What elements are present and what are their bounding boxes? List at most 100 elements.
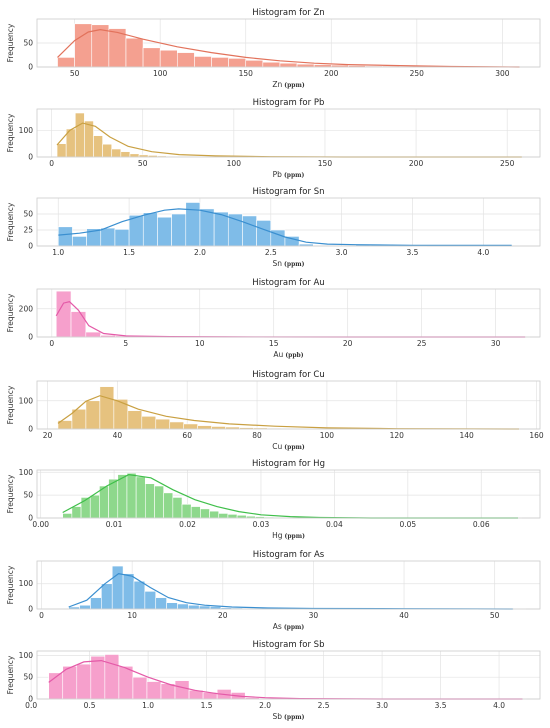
chart-2-title: Histogram for Sn (253, 187, 325, 197)
chart-3-x-tick-label: 25 (417, 339, 427, 348)
chart-7-bar (90, 655, 106, 700)
chart-2-bar (142, 212, 158, 247)
chart-7-x-tick-label: 1.0 (142, 701, 154, 710)
chart-1-bar (84, 120, 94, 158)
chart-5-bar (154, 485, 164, 519)
chart-5-bar (236, 514, 247, 519)
chart-3-x-axis-unit: (ppb) (285, 352, 303, 359)
chart-3-y-tick-label: 200 (19, 304, 34, 313)
chart-1-x-tick-label: 250 (500, 159, 515, 168)
chart-1-y-tick-label: 0 (28, 153, 33, 162)
chart-5-bar (135, 476, 146, 519)
chart-5-x-axis-name: Hg (272, 531, 283, 540)
chart-2-bar (256, 220, 272, 247)
chart-6-x-axis-label: As (ppm) (273, 622, 305, 631)
chart-3-bar (85, 331, 101, 338)
chart-6-bar (90, 597, 102, 610)
chart-2-y-tick-label: 25 (23, 226, 33, 235)
chart-4-bar (141, 415, 157, 430)
chart-1-y-axis-label: Frequency (6, 113, 15, 152)
chart-7-x-axis-name: Sb (273, 712, 283, 721)
chart-4-bar (183, 423, 198, 430)
chart-2-x-axis-label: Sn (ppm) (273, 259, 305, 268)
chart-3-x-tick-label: 30 (491, 339, 501, 348)
chart-6-kde-line (68, 572, 513, 610)
chart-1-panel: Histogram for Pb 0 50 100 150 200 250 0 100 Frequ… (6, 98, 541, 179)
chart-5-x-tick-label: 0.06 (473, 520, 490, 529)
chart-6-panel: Histogram for As 0 10 20 30 40 50 0 100 Frequency… (6, 550, 541, 631)
chart-2-x-axis-name: Sn (273, 259, 283, 268)
chart-3-x-tick-label: 10 (195, 339, 205, 348)
chart-2-bar (57, 226, 73, 247)
chart-2-x-tick-label: 1.0 (52, 248, 64, 257)
chart-4-bar (99, 386, 115, 430)
chart-5-x-tick-label: 0.04 (326, 520, 343, 529)
chart-5-bar (71, 506, 82, 519)
chart-4-kde-line (57, 395, 520, 430)
chart-4-x-axis-name: Cu (272, 442, 282, 451)
chart-4-bar (155, 418, 171, 430)
chart-7-bar (160, 683, 176, 700)
chart-0-panel: Histogram for Zn 50 100 150 200 250 300 0 50 Freq… (6, 8, 541, 89)
chart-1-bar (56, 143, 67, 158)
chart-6-bar (177, 603, 189, 610)
chart-5-bar (181, 503, 192, 519)
chart-5-bar (163, 492, 174, 519)
chart-0-title: Histogram for Zn (252, 8, 324, 18)
chart-5-x-tick-label: 0.01 (106, 520, 123, 529)
chart-6-bar (188, 604, 200, 610)
chart-6-x-tick-label: 30 (309, 611, 319, 620)
chart-0-y-tick-label: 0 (28, 63, 33, 72)
chart-7-bar (104, 654, 120, 700)
chart-0-bar (245, 59, 264, 68)
chart-2-x-tick-label: 1.5 (123, 248, 135, 257)
chart-5-frame (36, 469, 541, 519)
chart-3-bar (70, 311, 87, 338)
chart-5-bar (218, 513, 229, 519)
chart-0-x-tick-label: 250 (410, 69, 425, 78)
chart-2-x-tick-label: 2.5 (265, 248, 277, 257)
chart-2-bar (114, 229, 130, 247)
chart-0-kde-line (57, 28, 520, 68)
chart-3-x-tick-label: 0 (49, 339, 54, 348)
chart-5-x-tick-label: 0.03 (253, 520, 270, 529)
chart-1-bar (93, 135, 103, 158)
chart-0-bar (279, 62, 298, 68)
chart-7-x-tick-label: 3.5 (435, 701, 447, 710)
chart-5-panel: Histogram for Hg 0.00 0.01 0.02 0.03 0.04 0.05… (6, 459, 541, 540)
chart-2-bar (157, 216, 172, 247)
chart-1-x-tick-label: 200 (409, 159, 424, 168)
chart-5-x-tick-label: 0.00 (32, 520, 49, 529)
chart-5-bar (62, 513, 73, 519)
chart-1-bar (102, 143, 113, 158)
chart-2-bar (199, 208, 215, 247)
chart-7-panel: Histogram for Sb 0.0 0.5 1.0 1.5 2.0 2.5 3.0 3.5… (6, 640, 541, 721)
chart-7-y-tick-label: 100 (19, 651, 34, 660)
chart-4-bar (197, 425, 212, 430)
chart-2-y-tick-label: 50 (23, 210, 33, 219)
chart-4-title: Histogram for Cu (252, 370, 325, 380)
chart-3-title: Histogram for Au (252, 278, 324, 288)
chart-2-kde-line (58, 208, 512, 246)
chart-5-y-tick-label: 50 (23, 491, 33, 500)
chart-5-x-axis-label: Hg (ppm) (272, 531, 305, 540)
chart-2-x-axis-unit: (ppm) (284, 261, 305, 268)
chart-0-x-axis-name: Zn (272, 80, 282, 89)
chart-2-x-tick-label: 4.0 (477, 248, 489, 257)
chart-4-y-axis-label: Frequency (6, 385, 15, 424)
chart-0-bar (194, 56, 212, 68)
chart-0-bar (159, 49, 178, 68)
chart-7-bar (146, 681, 162, 700)
chart-5-title: Histogram for Hg (252, 459, 325, 469)
chart-4-x-axis-unit: (ppm) (284, 444, 305, 451)
chart-7-bar (132, 676, 148, 700)
chart-6-x-tick-label: 40 (399, 611, 409, 620)
chart-3-x-tick-label: 20 (343, 339, 353, 348)
chart-5-kde-line (62, 473, 518, 519)
chart-4-x-tick-label: 160 (529, 431, 544, 440)
chart-4-x-tick-label: 60 (182, 431, 192, 440)
chart-2-bar (171, 213, 187, 247)
chart-7-bar (174, 680, 190, 700)
chart-2-x-tick-label: 3.5 (407, 248, 419, 257)
chart-1-title: Histogram for Pb (253, 98, 325, 108)
